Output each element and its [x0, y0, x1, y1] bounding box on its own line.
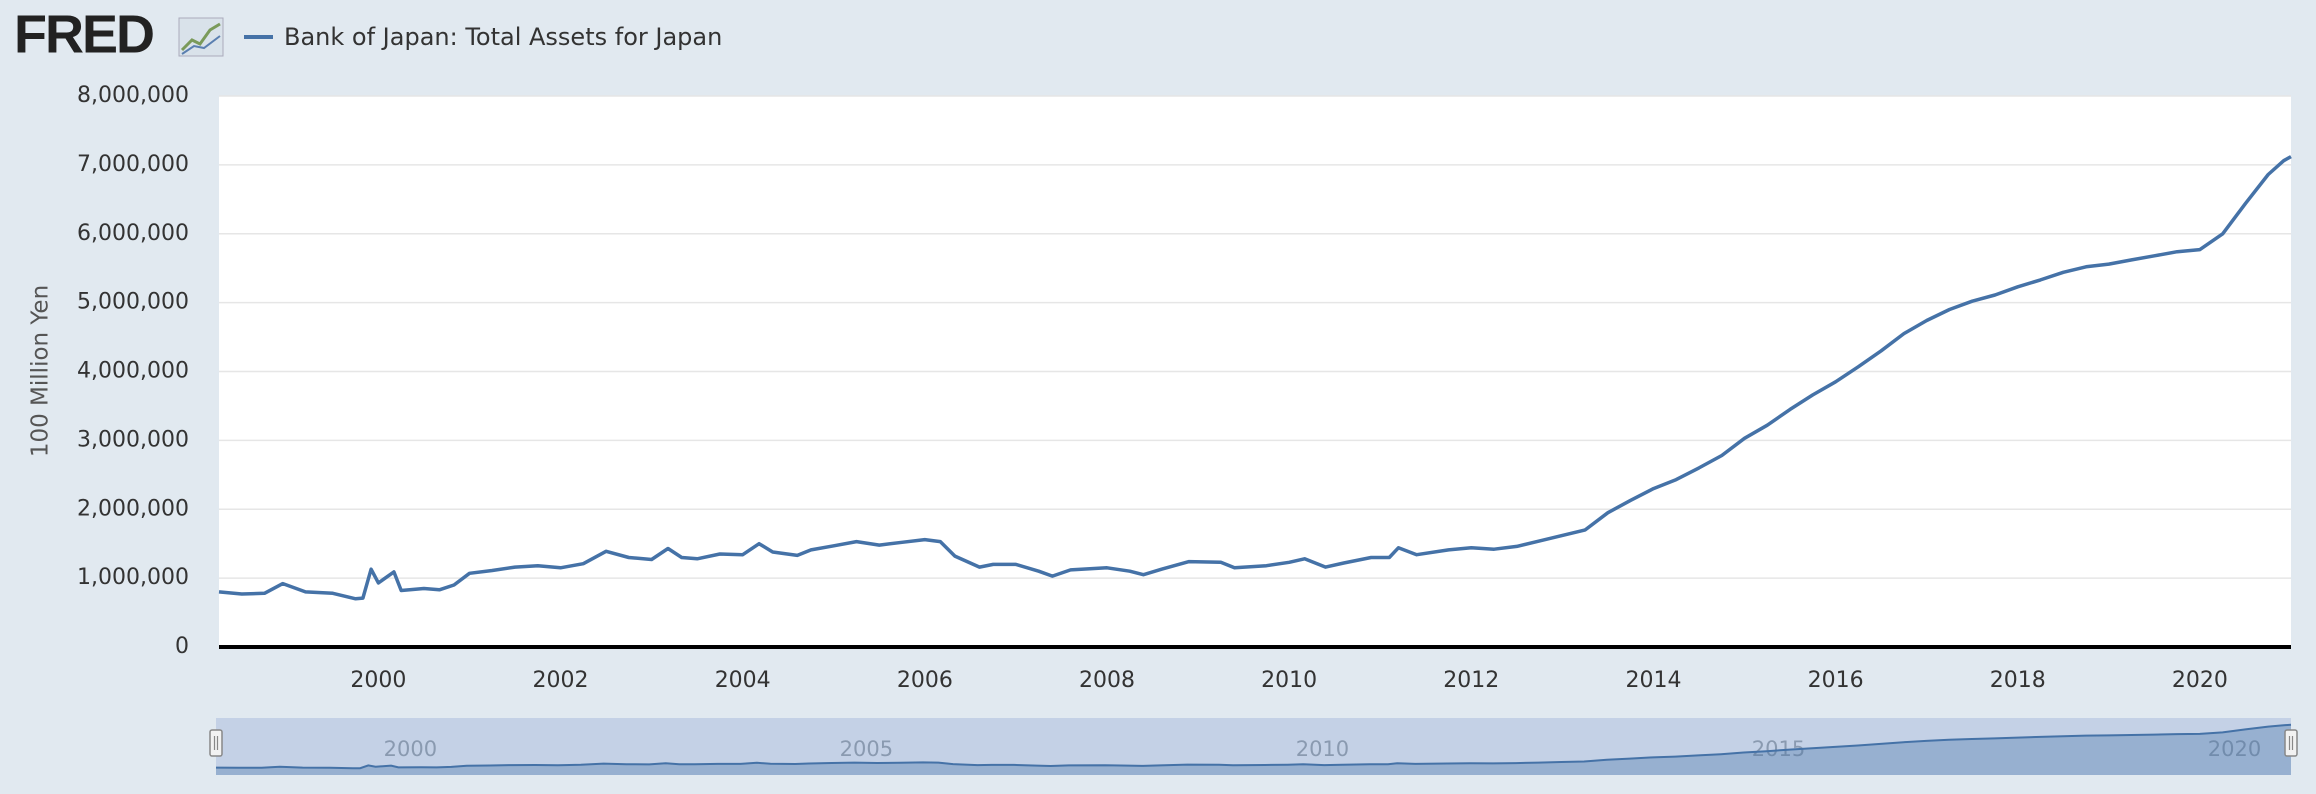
- x-tick-label: 2010: [1261, 668, 1317, 693]
- navigator-handle[interactable]: [209, 729, 223, 757]
- y-tick-label: 3,000,000: [77, 427, 189, 452]
- navigator-tick-label: 2005: [840, 737, 893, 761]
- y-tick-label: 5,000,000: [77, 290, 189, 315]
- legend-label[interactable]: Bank of Japan: Total Assets for Japan: [284, 23, 722, 51]
- x-tick-label: 2006: [897, 668, 953, 693]
- x-tick-label: 2002: [533, 668, 589, 693]
- x-tick-label: 2012: [1443, 668, 1499, 693]
- x-tick-label: 2008: [1079, 668, 1135, 693]
- y-tick-label: 4,000,000: [77, 359, 189, 384]
- logo[interactable]: FRED: [14, 4, 155, 64]
- y-tick-label: 7,000,000: [77, 152, 189, 177]
- logo-icon: [178, 17, 224, 57]
- x-tick-label: 2020: [2172, 668, 2228, 693]
- y-tick-label: 1,000,000: [77, 565, 189, 590]
- navigator-line: [215, 723, 2292, 770]
- navigator-handle[interactable]: [2284, 729, 2298, 757]
- navigator-tick-label: 2000: [384, 737, 437, 761]
- y-tick-label: 2,000,000: [77, 496, 189, 521]
- navigator-area: [216, 724, 2291, 775]
- x-tick-label: 2000: [350, 668, 406, 693]
- x-tick-label: 2014: [1625, 668, 1681, 693]
- y-axis-label: 100 Million Yen: [28, 285, 54, 457]
- x-tick-label: 2018: [1990, 668, 2046, 693]
- navigator-tick-label: 2010: [1296, 737, 1349, 761]
- navigator-tick-label: 2020: [2208, 737, 2261, 761]
- x-tick-label: 2004: [715, 668, 771, 693]
- data-line: [218, 155, 2292, 601]
- y-tick-label: 0: [175, 634, 189, 659]
- y-tick-label: 8,000,000: [77, 83, 189, 108]
- x-tick-label: 2016: [1808, 668, 1864, 693]
- y-tick-label: 6,000,000: [77, 221, 189, 246]
